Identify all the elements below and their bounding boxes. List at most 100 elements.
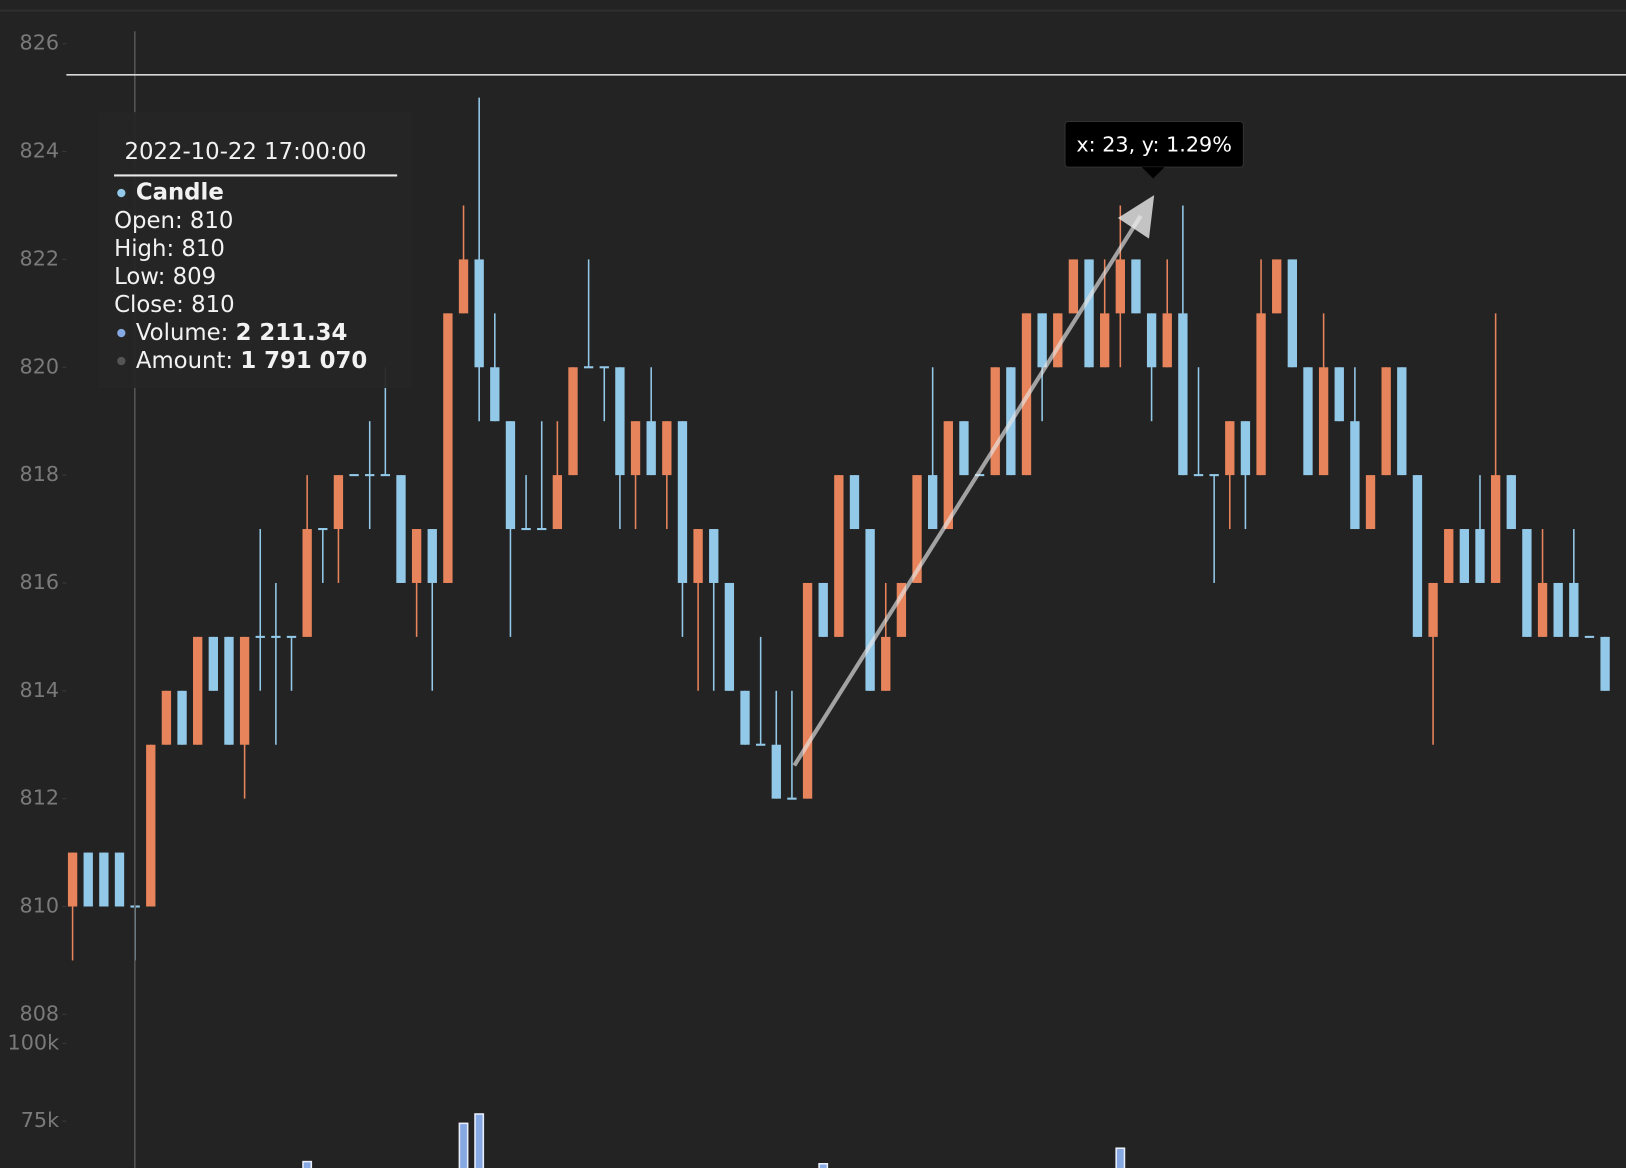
annotation-text: x: 23, y: 1.29%	[1076, 132, 1232, 156]
field-value: 810	[191, 292, 235, 318]
candle-body	[349, 474, 359, 477]
candle-body	[83, 852, 93, 907]
candle-body	[928, 475, 938, 530]
volume-bar	[1115, 1147, 1126, 1168]
field-value: 2 211.34	[236, 320, 348, 346]
candle-body	[224, 636, 234, 745]
arrow-head	[1117, 195, 1155, 239]
candle-body	[1584, 635, 1595, 638]
candle-body	[552, 475, 563, 530]
candle-body	[1428, 582, 1438, 637]
candle-body	[1365, 475, 1376, 530]
candle-body	[818, 582, 828, 637]
legend-dot	[117, 356, 126, 366]
y-tick-label: 75k	[21, 1108, 59, 1132]
candle-body	[630, 421, 641, 476]
field-value: 1 791 070	[240, 348, 367, 374]
annotation: x: 23, y: 1.29%	[1064, 120, 1244, 179]
tooltip-row: Volume: 2 211.34	[136, 320, 348, 346]
candle-body	[1272, 259, 1282, 314]
candle-body	[333, 475, 344, 530]
y-tick-label: 816	[20, 570, 60, 594]
candle-body	[787, 797, 797, 800]
candle-body	[1569, 582, 1579, 637]
candle-body	[443, 313, 453, 583]
candle-body	[677, 421, 688, 583]
legend-dot	[117, 188, 126, 198]
candle-body	[239, 636, 250, 745]
candle-body	[427, 529, 437, 583]
candle-body	[99, 852, 109, 907]
candle-body	[1053, 313, 1063, 368]
tooltip-row: High: 810	[114, 236, 225, 262]
candle-body	[474, 259, 484, 368]
candle-body	[411, 529, 422, 583]
candle-body	[1287, 259, 1298, 368]
y-tick-label: 812	[20, 786, 60, 810]
candle-body	[396, 475, 406, 583]
candle-body	[537, 528, 547, 531]
candle-body	[271, 635, 281, 638]
candle-body	[943, 421, 953, 530]
candle-body	[1303, 367, 1313, 476]
candle-body	[1381, 367, 1391, 476]
field-value: 810	[190, 208, 234, 234]
candle-body	[1209, 474, 1219, 477]
candle-body	[1178, 313, 1188, 476]
candle-body	[1475, 529, 1485, 583]
candle-body	[693, 529, 703, 583]
candle-body	[1444, 529, 1454, 583]
candle-body	[1037, 313, 1047, 368]
y-tick-label: 826	[20, 31, 60, 55]
candle-body	[896, 582, 907, 637]
volume-bar	[474, 1113, 485, 1168]
legend-dot	[117, 328, 126, 338]
candle-body	[881, 636, 891, 691]
tooltip-row: Open: 810	[114, 208, 233, 234]
candle-body	[1537, 582, 1548, 637]
candle-body	[1068, 259, 1079, 314]
candle-body	[208, 636, 218, 691]
candle-body	[1412, 475, 1423, 637]
tooltip-row: Amount: 1 791 070	[136, 348, 367, 374]
candle-body	[302, 529, 312, 637]
candle-body	[161, 690, 172, 745]
y-tick-label: 824	[20, 139, 60, 163]
candle-body	[380, 474, 391, 477]
candle-body	[1490, 475, 1501, 583]
candle-body	[1100, 313, 1110, 368]
tooltip-row: Close: 810	[114, 292, 235, 318]
y-tick-label: 820	[20, 354, 60, 378]
candle-body	[1115, 259, 1125, 314]
candle-body	[990, 367, 1000, 476]
tooltip-box	[98, 112, 412, 389]
tooltip: 2022-10-22 17:00:00 Candle Open: 810 High…	[98, 112, 412, 389]
candle-body	[865, 529, 875, 691]
candle-body	[1256, 313, 1266, 476]
candle-body	[1240, 421, 1251, 476]
candle-body	[1334, 367, 1344, 422]
y-tick-label: 818	[20, 462, 60, 486]
arrow-line	[792, 214, 1143, 767]
candle-body	[771, 744, 781, 799]
field-label: High:	[114, 236, 174, 262]
candle-body	[146, 744, 156, 907]
candle-body	[802, 582, 813, 799]
y-tick-label: 810	[20, 894, 60, 918]
candle-body	[255, 635, 265, 638]
candle-body	[834, 475, 844, 637]
candle-body	[615, 367, 625, 476]
candle-body	[1600, 636, 1610, 691]
field-label: Low:	[114, 264, 165, 290]
candle-body	[1146, 313, 1157, 368]
candle-body	[912, 475, 922, 583]
candle-body	[490, 367, 500, 422]
candle-body	[1084, 259, 1094, 368]
candle-body	[568, 367, 578, 476]
candle-body	[740, 690, 750, 745]
candle-body	[458, 259, 469, 314]
candle-body	[709, 529, 719, 583]
candle-body	[646, 421, 656, 476]
field-label: Volume:	[136, 320, 228, 346]
field-label: Close:	[114, 292, 184, 318]
